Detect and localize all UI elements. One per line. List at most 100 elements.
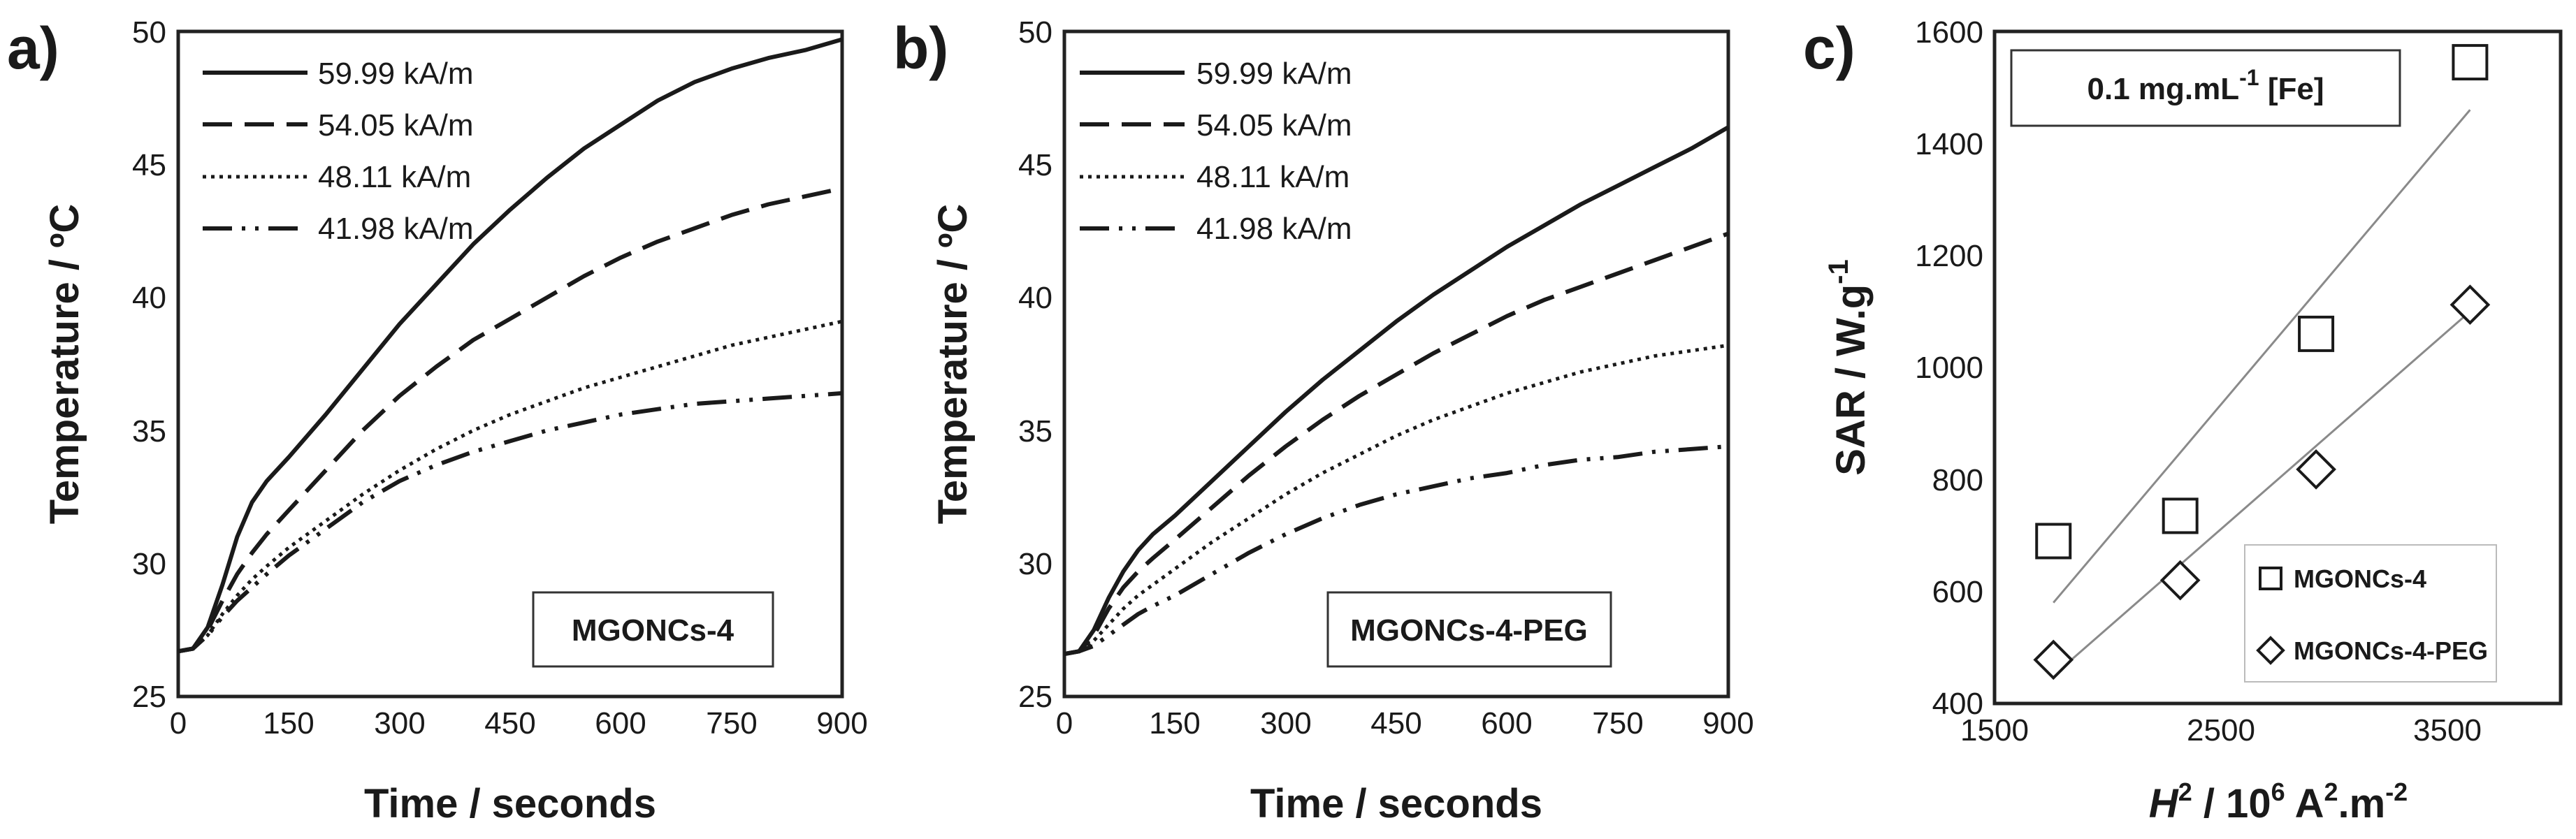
concentration-sup: -1 [2239, 65, 2259, 90]
panel-a-legend-label: 48.11 kA/m [318, 160, 471, 194]
panel-a-annotation-label: MGONCs-4 [572, 613, 735, 648]
panel-c-legend: MGONCs-4 MGONCs-4-PEG [2244, 544, 2497, 683]
panel-b-ytick: 50 [1018, 15, 1052, 50]
panel-b-annotation-box [1326, 591, 1612, 668]
panel-a-legend-label: 41.98 kA/m [318, 212, 474, 246]
panel-c-legend-label: MGONCs-4 [2294, 564, 2426, 593]
series-line-54.05-kAm [178, 186, 843, 654]
data-point-square [2035, 523, 2072, 560]
panel-b-xtick: 900 [1702, 706, 1753, 740]
panel-b-legend-label: 41.98 kA/m [1196, 212, 1352, 246]
x-title-sup: 2 [2324, 778, 2338, 806]
panel-b-legend-label: 48.11 kA/m [1196, 160, 1349, 194]
panel-c-legend-label: MGONCs-4-PEG [2294, 636, 2488, 665]
panel-b-xtick: 300 [1260, 706, 1311, 740]
panel-a-xtick: 900 [816, 706, 867, 740]
fit-line-mgoncs-4 [2053, 109, 2471, 604]
panel-c-ytick: 1000 [1915, 351, 1983, 385]
panel-c-y-ticks: 400 600 800 1000 1200 1400 1600 [1915, 15, 1983, 721]
panel-b-annotation-label: MGONCs-4-PEG [1350, 613, 1588, 648]
data-point-diamond [2296, 449, 2336, 490]
fit-line-mgoncs-4-peg [2053, 310, 2471, 677]
legend-marker-diamond [2256, 636, 2285, 665]
panel-c-plot-frame [1992, 29, 2563, 706]
panel-a-ytick: 45 [132, 148, 166, 182]
panel-a-y-ticks: 25 30 35 40 45 50 [132, 15, 166, 714]
data-point-square [2298, 315, 2335, 352]
panel-a-ytick: 25 [132, 680, 166, 714]
panel-a-y-title: Temperature / ºC [42, 204, 87, 524]
x-title-part: / 10 [2192, 781, 2271, 826]
panel-a-xtick: 450 [484, 706, 535, 740]
panel-c-series [2033, 44, 2491, 680]
panel-c: c) 400 600 800 1000 1200 1400 1600 1500 … [1803, 15, 2563, 826]
panel-b-ytick: 30 [1018, 547, 1052, 581]
panel-b-legend: 59.99 kA/m 54.05 kA/m 48.11 kA/m 41.98 k… [1080, 57, 1352, 246]
panel-b-xtick: 0 [1056, 706, 1073, 740]
panel-c-ytick: 400 [1932, 687, 1983, 721]
panel-b-ytick: 25 [1018, 680, 1052, 714]
y-title-part: SAR / W.g [1828, 284, 1874, 476]
data-point-square [2162, 497, 2199, 534]
panel-c-y-title: SAR / W.g-1 [1823, 259, 1874, 475]
panel-b-series [1064, 125, 1730, 657]
panel-b-xtick: 150 [1149, 706, 1200, 740]
panel-b-ytick: 45 [1018, 148, 1052, 182]
panel-c-ytick: 800 [1932, 463, 1983, 497]
panel-a-xtick: 600 [595, 706, 646, 740]
panel-a-series [178, 37, 843, 654]
x-title-h: H [2149, 781, 2179, 826]
panel-b-y-title: Temperature / ºC [930, 204, 976, 524]
data-point-diamond [2033, 639, 2074, 680]
x-title-part: A [2285, 781, 2324, 826]
data-point-diamond [2450, 284, 2491, 326]
series-line-48.11-kAm [178, 319, 843, 653]
panel-b-xtick: 750 [1592, 706, 1643, 740]
x-title-part: .m [2338, 781, 2386, 826]
panel-a-ytick: 50 [132, 15, 166, 50]
x-title-sup: 2 [2178, 778, 2192, 806]
y-title-sup: -1 [1823, 259, 1854, 284]
concentration-label: 0.1 mg.mL-1 [Fe] [2087, 65, 2324, 106]
panel-c-xtick: 2500 [2187, 713, 2255, 747]
panel-b-plot-frame [1062, 29, 1730, 699]
panel-c-legend-box [2244, 544, 2497, 683]
panel-b-letter: b) [893, 15, 948, 81]
panel-c-xtick: 1500 [1960, 713, 2029, 747]
series-line-59.99-kAm [178, 37, 843, 654]
panel-a-xtick: 300 [374, 706, 425, 740]
panel-b: b) 25 30 35 40 45 50 0 150 300 450 600 7… [893, 15, 1754, 826]
panel-a-x-ticks: 0 150 300 450 600 750 900 [170, 706, 868, 740]
panel-c-letter: c) [1803, 15, 1855, 81]
panel-b-xtick: 450 [1370, 706, 1421, 740]
series-line-48.11-kAm [1064, 343, 1729, 656]
panel-a-annotation-box [532, 591, 774, 668]
panel-a-legend: 59.99 kA/m 54.05 kA/m 48.11 kA/m 41.98 k… [203, 57, 474, 246]
panel-a-ytick: 35 [132, 414, 166, 448]
concentration-part: 0.1 mg.mL [2087, 72, 2240, 106]
x-title-sup: -2 [2385, 778, 2408, 806]
panel-a-letter: a) [7, 15, 59, 81]
panel-a-legend-label: 54.05 kA/m [318, 108, 474, 143]
panel-b-x-ticks: 0 150 300 450 600 750 900 [1056, 706, 1754, 740]
panel-b-ytick: 35 [1018, 414, 1052, 448]
series-line-41.98-kAm [178, 391, 843, 654]
panel-a-xtick: 150 [263, 706, 314, 740]
panel-b-y-ticks: 25 30 35 40 45 50 [1018, 15, 1052, 714]
panel-a: a) 25 30 35 40 45 50 0 150 300 450 600 7… [7, 15, 868, 826]
panel-a-legend-label: 59.99 kA/m [318, 57, 474, 91]
panel-a-plot-frame [176, 29, 844, 699]
panel-b-xtick: 600 [1481, 706, 1532, 740]
panel-a-xtick: 750 [706, 706, 757, 740]
panel-c-x-title: H2 / 106 A2.m-2 [2149, 778, 2408, 826]
data-point-square [2452, 44, 2489, 81]
panel-c-ytick: 1600 [1915, 15, 1983, 50]
panel-a-x-title: Time / seconds [364, 781, 656, 826]
panel-c-ytick: 600 [1932, 575, 1983, 609]
panel-a-xtick: 0 [170, 706, 187, 740]
panel-a-ytick: 40 [132, 281, 166, 315]
series-line-59.99-kAm [1064, 125, 1730, 657]
legend-marker-square [2259, 567, 2282, 590]
panel-c-x-ticks: 1500 2500 3500 [1960, 713, 2482, 747]
